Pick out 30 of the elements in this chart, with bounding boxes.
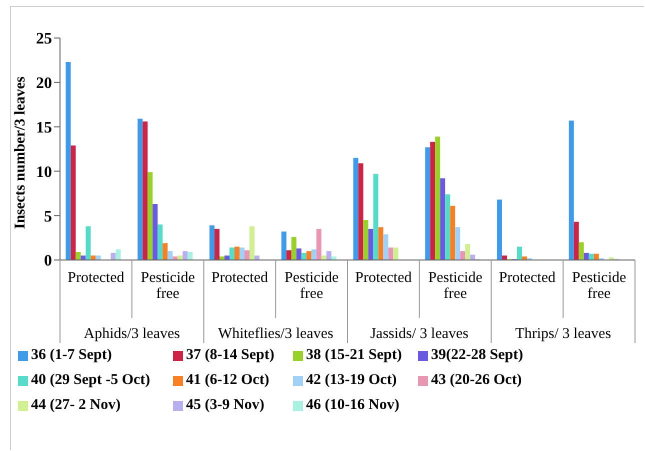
legend-label: 37 (8-14 Sept) [186, 347, 274, 364]
x-tick-label: Protected [498, 270, 556, 286]
x-tick-label: Pesticide free [140, 270, 196, 302]
text: Whiteflies/3 leaves [218, 326, 334, 342]
x-tick-label: Protected [68, 270, 125, 286]
text: Jassids/ 3 leaves [370, 326, 469, 342]
y-tick-label: 15 [36, 119, 52, 136]
y-tick-label: 10 [36, 164, 52, 181]
text: Aphids/3 leaves [84, 326, 180, 342]
legend-label: 45 (3-9 Nov) [186, 397, 264, 414]
legend-label: 46 (10-16 Nov) [306, 397, 400, 414]
x-tick-label: Pesticide free [572, 270, 626, 302]
legend-label: 40 (29 Sept -5 Oct) [31, 372, 150, 389]
text: Thrips/ 3 leaves [515, 326, 612, 342]
legend-label: 44 (27- 2 Nov) [31, 397, 121, 414]
legend-label: 36 (1-7 Sept) [31, 347, 112, 364]
x-tick-label: Protected [355, 270, 412, 286]
x-tick-label: Pesticide free [284, 270, 339, 302]
legend-label: 38 (15-21 Sept) [306, 347, 402, 364]
y-tick-label: 0 [44, 252, 52, 270]
legend-label: 42 (13-19 Oct) [306, 372, 397, 389]
legend-label: 43 (20-26 Oct) [431, 372, 522, 389]
y-tick-label: 20 [36, 75, 52, 92]
x-tick-label: Pesticide free [428, 270, 483, 302]
x-tick-label: Protected [211, 270, 269, 286]
legend-label: 39(22-28 Sept) [431, 347, 524, 364]
y-tick-label: 25 [36, 30, 52, 48]
y-axis-title: Insects number/3 leaves [12, 76, 28, 229]
legend-label: 41 (6-12 Oct) [186, 372, 270, 389]
y-tick-label: 5 [44, 208, 52, 226]
